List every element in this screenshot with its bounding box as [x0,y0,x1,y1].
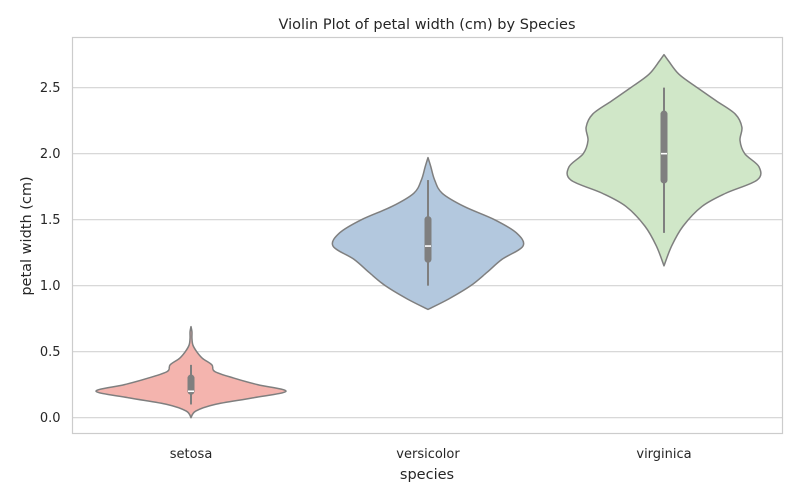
y-tick-label: 0.5 [40,345,61,360]
violin-setosa [95,325,287,419]
x-tick-label: setosa [170,447,213,462]
y-tick-label: 2.5 [40,81,61,96]
plot-frame [71,36,784,435]
violin-virginica [566,53,762,267]
x-tick-label: versicolor [396,447,460,462]
x-axis-label: species [400,467,454,483]
y-tick-label: 2.0 [40,147,61,162]
y-tick-label: 1.0 [40,279,61,294]
y-axis-label: petal width (cm) [19,176,35,295]
y-tick-label: 1.5 [40,213,61,228]
y-tick-label: 0.0 [40,411,61,426]
x-tick-label: virginica [636,447,691,462]
x-tick-labels: setosa versicolor virginica [170,447,692,462]
violins-layer [95,53,762,419]
y-tick-labels: 0.0 0.5 1.0 1.5 2.0 2.5 [40,81,61,426]
violin-versicolor [331,156,525,311]
chart-title: Violin Plot of petal width (cm) by Speci… [278,17,575,33]
